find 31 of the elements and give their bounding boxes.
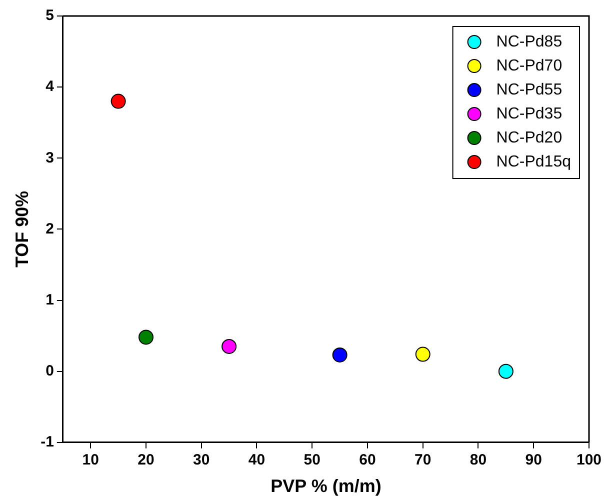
x-tick-label: 100 bbox=[576, 452, 602, 469]
point bbox=[415, 346, 430, 362]
x-axis-title: PVP % (m/m) bbox=[270, 476, 382, 496]
x-tick-label: 10 bbox=[82, 452, 99, 469]
point bbox=[138, 330, 154, 345]
legend-label: NC-Pd55 bbox=[496, 81, 562, 98]
x-tick-label: 90 bbox=[525, 452, 542, 469]
legend-label: NC-Pd20 bbox=[496, 129, 562, 146]
legend-label: NC-Pd35 bbox=[496, 105, 562, 122]
legend-label: NC-Pd15q bbox=[496, 153, 571, 170]
y-tick-label: -1 bbox=[40, 434, 54, 451]
y-tick-label: 1 bbox=[46, 291, 54, 308]
x-tick-label: 70 bbox=[414, 452, 432, 469]
point bbox=[332, 347, 348, 362]
x-tick-label: 20 bbox=[138, 452, 154, 469]
y-tick-label: 3 bbox=[46, 149, 54, 166]
point bbox=[222, 338, 237, 354]
point bbox=[110, 94, 126, 109]
x-tick-label: 60 bbox=[359, 452, 376, 469]
x-tick-label: 40 bbox=[248, 452, 266, 469]
y-axis-title: TOF 90% bbox=[12, 190, 32, 268]
y-tick-label: 0 bbox=[46, 362, 54, 380]
y-tick-label: 5 bbox=[46, 7, 54, 24]
x-tick-label: 50 bbox=[304, 452, 320, 469]
legend-label: NC-Pd70 bbox=[496, 57, 562, 74]
point bbox=[498, 364, 514, 379]
y-tick-label: 4 bbox=[46, 78, 55, 96]
y-tick-label: 2 bbox=[46, 220, 54, 238]
legend-label: NC-Pd85 bbox=[496, 33, 562, 50]
x-tick-label: 80 bbox=[470, 452, 487, 469]
x-tick-label: 30 bbox=[193, 452, 210, 469]
